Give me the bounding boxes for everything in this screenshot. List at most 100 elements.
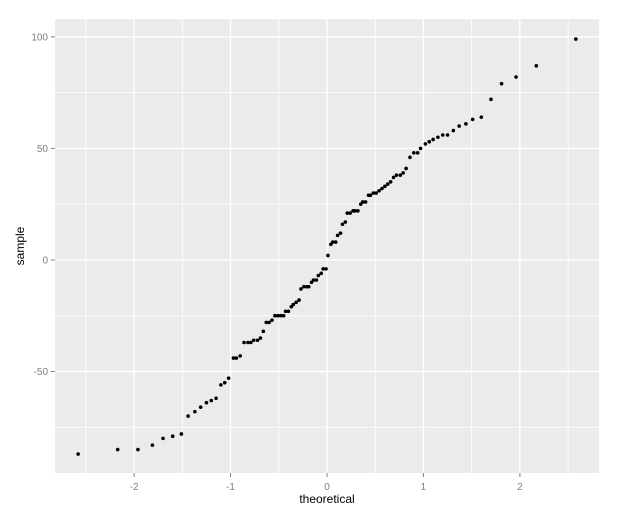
- data-point: [314, 278, 319, 282]
- data-point: [338, 231, 343, 235]
- data-point: [398, 173, 403, 177]
- y-tick-label: 50: [37, 144, 49, 155]
- data-point: [319, 271, 324, 276]
- data-point: [273, 313, 277, 318]
- y-tick-label: 100: [31, 32, 48, 43]
- data-point: [343, 220, 348, 224]
- data-point: [214, 396, 218, 401]
- data-point: [324, 267, 328, 271]
- data-point: [574, 37, 578, 41]
- data-point: [219, 383, 223, 387]
- data-point: [264, 320, 269, 325]
- y-tick-label: -50: [34, 367, 49, 378]
- data-point: [238, 354, 242, 358]
- x-tick-label: -2: [130, 482, 139, 493]
- data-point: [514, 75, 518, 79]
- data-point: [170, 434, 175, 438]
- data-point: [348, 211, 352, 215]
- data-point: [457, 124, 461, 128]
- data-point: [368, 193, 373, 198]
- data-point: [345, 211, 350, 215]
- data-point: [299, 287, 303, 291]
- data-point: [150, 443, 155, 447]
- data-point: [198, 405, 203, 409]
- data-point: [353, 209, 357, 213]
- data-point: [226, 376, 231, 380]
- data-point: [251, 338, 256, 343]
- data-point: [297, 298, 301, 302]
- data-point: [246, 340, 250, 345]
- data-point: [427, 139, 432, 144]
- x-axis-title: theoretical: [299, 492, 355, 506]
- data-point: [356, 209, 360, 213]
- data-point: [255, 338, 260, 343]
- data-point: [470, 117, 475, 122]
- data-point: [76, 452, 80, 456]
- data-point: [423, 142, 428, 146]
- data-point: [340, 222, 345, 227]
- data-point: [306, 284, 311, 289]
- data-point: [377, 188, 381, 193]
- data-point: [404, 166, 408, 171]
- data-point: [136, 447, 140, 452]
- data-point: [283, 309, 288, 314]
- data-point: [440, 133, 445, 137]
- x-tick-label: 1: [421, 482, 427, 493]
- data-point: [464, 122, 468, 126]
- data-point: [394, 173, 399, 177]
- data-point: [179, 432, 184, 436]
- data-point: [371, 191, 376, 195]
- data-point: [249, 340, 253, 345]
- data-point: [330, 240, 335, 244]
- data-point: [489, 97, 493, 102]
- data-point: [281, 313, 286, 318]
- data-point: [276, 313, 280, 318]
- data-point: [222, 380, 227, 385]
- data-point: [383, 184, 387, 189]
- data-point: [267, 320, 271, 325]
- data-point: [186, 414, 190, 418]
- data-point: [385, 182, 390, 186]
- data-point: [415, 151, 420, 155]
- data-point: [209, 398, 214, 403]
- data-point: [479, 115, 484, 119]
- data-point: [258, 336, 263, 340]
- data-point: [270, 318, 274, 322]
- data-point: [391, 175, 396, 180]
- data-point: [360, 200, 365, 204]
- data-point: [204, 400, 209, 405]
- data-point: [316, 273, 321, 278]
- data-point: [326, 253, 330, 258]
- data-point: [388, 180, 393, 184]
- data-point: [286, 309, 291, 314]
- data-point: [161, 436, 165, 441]
- data-point: [311, 278, 316, 282]
- data-point: [302, 284, 306, 289]
- data-point: [193, 409, 197, 414]
- data-point: [431, 137, 435, 142]
- y-axis-title: sample: [13, 226, 27, 266]
- data-point: [534, 64, 539, 68]
- data-point: [234, 356, 239, 360]
- data-point: [115, 447, 120, 452]
- data-point: [499, 81, 504, 86]
- data-point: [242, 340, 246, 345]
- data-point: [363, 200, 368, 204]
- y-tick-label: 0: [42, 255, 48, 266]
- data-point: [380, 186, 384, 191]
- data-point: [436, 135, 440, 140]
- data-point: [408, 155, 412, 160]
- data-point: [261, 329, 266, 334]
- data-point: [333, 240, 338, 244]
- data-point: [412, 151, 416, 155]
- data-point: [321, 267, 325, 271]
- data-point: [335, 233, 340, 238]
- x-tick-label: 2: [517, 482, 523, 493]
- data-point: [451, 128, 456, 133]
- x-tick-label: 0: [324, 482, 330, 493]
- data-point: [418, 146, 423, 151]
- data-point: [374, 191, 378, 195]
- data-point: [401, 171, 405, 175]
